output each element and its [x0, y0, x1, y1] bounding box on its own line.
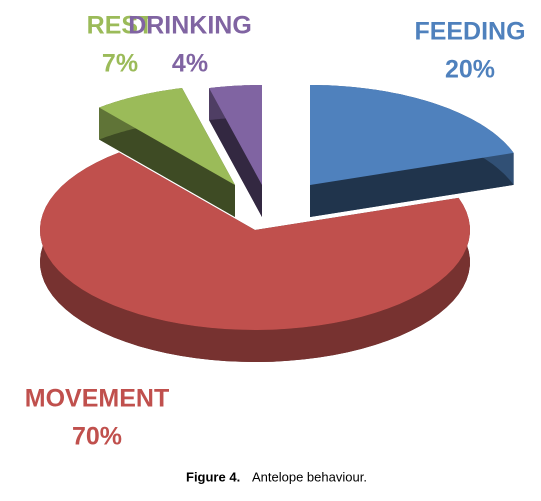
slice-top — [310, 85, 514, 185]
pie-slice — [310, 85, 514, 217]
slice-wall — [310, 152, 514, 217]
slice-wall — [99, 107, 235, 217]
caption-label: Figure 4. — [186, 469, 240, 484]
slice-label: REST — [87, 12, 154, 40]
pie-slice — [40, 152, 470, 362]
pie-slice — [209, 85, 262, 217]
slice-label: FEEDING — [414, 18, 525, 46]
slice-value-label: 70% — [72, 423, 122, 451]
slice-label: MOVEMENT — [25, 385, 169, 413]
slice-wall — [209, 88, 262, 217]
slice-value-label: 20% — [445, 56, 495, 84]
slice-top — [99, 88, 235, 185]
caption: Antelope behaviour. — [252, 469, 367, 484]
slice-value-label: 7% — [102, 50, 138, 78]
slice-top — [209, 85, 262, 185]
slice-label: DRINKING — [128, 12, 252, 40]
slice-top — [40, 152, 470, 330]
pie-slice — [99, 88, 235, 217]
slice-value-label: 4% — [172, 50, 208, 78]
